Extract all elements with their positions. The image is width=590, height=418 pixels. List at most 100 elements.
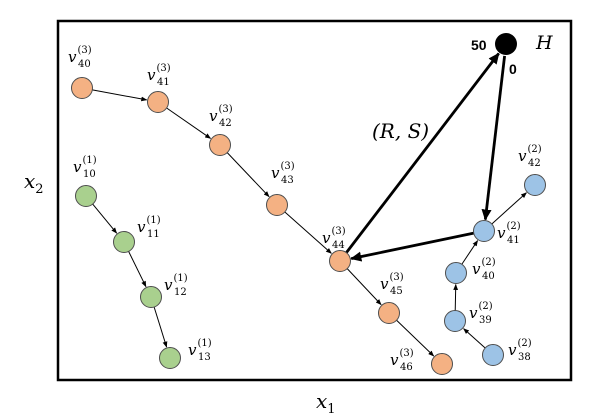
hub-edge-H-v41b <box>481 55 506 221</box>
node-labels: v(1) 10v(1) 11v(1) 12v(1) 13v(3) 40v(3) 41v(3)… <box>68 45 542 373</box>
x-axis-base: x <box>316 389 327 413</box>
node-v11 <box>113 231 135 253</box>
node-label-sub: 38 <box>518 352 531 363</box>
edge-v40b-v41b <box>461 240 479 265</box>
node-v39 <box>444 310 466 332</box>
node-v46 <box>431 353 453 375</box>
node-label-sup: (1) <box>82 155 96 166</box>
node-label-sub: 41 <box>507 235 520 246</box>
node-label-base: v <box>188 341 197 359</box>
edge-v41-v42 <box>166 107 212 139</box>
node-label-sub: 39 <box>479 315 492 326</box>
node-label-sup: (3) <box>280 161 294 172</box>
node-label-sub: 40 <box>78 59 91 70</box>
node-v41b <box>473 220 495 242</box>
hub-edges <box>345 52 506 262</box>
edge-v10-v11 <box>92 203 118 234</box>
node-v41 <box>147 91 169 113</box>
node-label-sup: (1) <box>146 215 160 226</box>
node-v44 <box>329 250 351 272</box>
node-label-v39: v(2) 39 <box>469 301 493 326</box>
edge-v41b-v42b <box>491 192 527 225</box>
y-axis-base: x <box>24 169 35 193</box>
node-label-sub: 40 <box>482 271 495 282</box>
hub-label: H <box>535 32 553 54</box>
edge-v43-v44 <box>284 211 332 254</box>
node-label-sub: 42 <box>528 158 541 169</box>
node-label-base: v <box>508 341 517 359</box>
node-label-sup: (2) <box>506 221 520 232</box>
y-axis-label: x2 <box>24 169 44 197</box>
plot-frame <box>56 19 573 382</box>
node-label-sup: (3) <box>77 45 91 56</box>
edge-v42-v43 <box>226 152 270 198</box>
node-label-v40b: v(2) 40 <box>472 257 496 282</box>
node-label-sub: 42 <box>219 118 232 129</box>
node-label-sub: 11 <box>147 229 160 240</box>
node-label-sup: (3) <box>389 272 403 283</box>
node-v45 <box>378 302 400 324</box>
node-label-base: v <box>164 276 173 294</box>
node-label-base: v <box>147 66 156 84</box>
node-label-v40: v(3) 40 <box>68 45 92 70</box>
node-label-base: v <box>380 275 389 293</box>
node-v42b <box>524 174 546 196</box>
hub-node <box>495 33 517 55</box>
node-label-sup: (1) <box>197 338 211 349</box>
node-label-v41b: v(2) 41 <box>497 221 521 246</box>
node-label-v10: v(1) 10 <box>73 155 97 180</box>
hub-edge-label: (R, S) <box>372 119 429 143</box>
hub-in-value: 50 <box>471 37 487 53</box>
node-label-sub: 44 <box>332 240 345 251</box>
y-axis-sub: 2 <box>35 182 43 197</box>
node-label-sup: (2) <box>478 301 492 312</box>
node-label-base: v <box>469 304 478 322</box>
node-label-sup: (3) <box>156 63 170 74</box>
node-label-sub: 46 <box>400 362 413 373</box>
node-label-sub: 41 <box>157 77 170 88</box>
node-label-sup: (2) <box>481 257 495 268</box>
node-label-sub: 13 <box>198 352 211 363</box>
edge-v11-v12 <box>128 251 147 288</box>
hub-out-value: 0 <box>509 61 517 77</box>
node-v13 <box>159 347 181 369</box>
node-label-sub: 45 <box>390 286 403 297</box>
node-label-base: v <box>472 260 481 278</box>
hub-edge-v41b-v44 <box>350 231 475 262</box>
node-label-base: v <box>73 158 82 176</box>
node-v12 <box>140 286 162 308</box>
node-label-base: v <box>137 218 146 236</box>
node-label-base: v <box>209 107 218 125</box>
node-label-v38: v(2) 38 <box>508 338 532 363</box>
node-label-sup: (3) <box>218 104 232 115</box>
node-label-base: v <box>390 351 399 369</box>
node-label-v11: v(1) 11 <box>137 215 161 240</box>
edge-v39-v40b <box>453 283 459 311</box>
node-v40b <box>445 262 467 284</box>
node-label-sub: 43 <box>281 175 294 186</box>
node-label-base: v <box>68 48 77 66</box>
node-label-sup: (3) <box>399 348 413 359</box>
node-label-base: v <box>322 229 331 247</box>
node-v42 <box>209 134 231 156</box>
edge-v38-v39 <box>463 328 486 349</box>
x-axis-sub: 1 <box>327 402 335 417</box>
node-label-base: v <box>271 164 280 182</box>
node-label-sup: (3) <box>331 226 345 237</box>
trajectory-nodes <box>71 77 546 375</box>
node-label-base: v <box>518 147 527 165</box>
node-label-v41: v(3) 41 <box>147 63 171 88</box>
trajectory-edges <box>92 89 527 357</box>
node-label-sub: 12 <box>174 287 187 298</box>
edge-v44-v45 <box>346 268 382 306</box>
node-label-v42: v(3) 42 <box>209 104 233 129</box>
node-label-v13: v(1) 13 <box>188 338 212 363</box>
node-label-v12: v(1) 12 <box>164 273 188 298</box>
hub-edge-v44-H <box>345 52 500 254</box>
edge-v12-v13 <box>153 306 168 348</box>
node-label-v44: v(3) 44 <box>322 226 346 251</box>
node-v40 <box>71 77 93 99</box>
node-label-v43: v(3) 43 <box>271 161 295 186</box>
node-label-base: v <box>497 224 506 242</box>
